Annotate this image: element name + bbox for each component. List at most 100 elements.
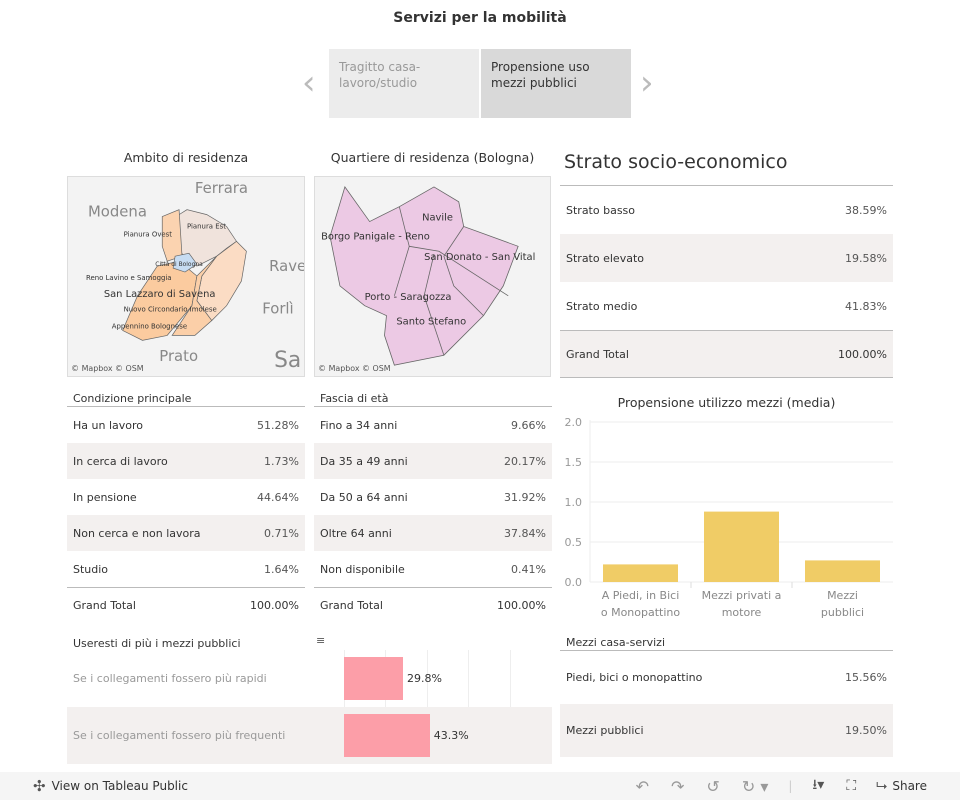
- row-label: In cerca di lavoro: [73, 454, 168, 468]
- row-label: Grand Total: [566, 347, 629, 361]
- download-icon[interactable]: ⭳▾: [812, 777, 825, 793]
- strato-table: Strato basso 38.59% Strato elevato 19.58% …: [560, 185, 893, 378]
- area-label: San Donato - San Vital: [424, 252, 535, 263]
- bar[interactable]: [344, 714, 430, 757]
- row-label: Non disponibile: [320, 562, 405, 576]
- table-row[interactable]: Strato basso 38.59%: [560, 186, 893, 234]
- table-row[interactable]: In cerca di lavoro 1.73%: [67, 443, 305, 479]
- area-label: Città di Bologna: [155, 261, 203, 268]
- row-value: 15.56%: [845, 671, 887, 684]
- prev-arrow-icon[interactable]: ‹: [302, 63, 316, 103]
- divider: |: [788, 779, 793, 793]
- propensione-bar-chart: 0.0 0.5 1.0 1.5 2.0 A Piedi, in Bici o Monopat…: [565, 416, 893, 619]
- table-row[interactable]: Da 35 a 49 anni 20.17%: [314, 443, 552, 479]
- table-row[interactable]: Studio 1.64%: [67, 551, 305, 587]
- row-label: Strato basso: [566, 203, 636, 217]
- row-value: 31.92%: [504, 490, 546, 504]
- redo-icon[interactable]: ↷: [671, 776, 685, 796]
- bar[interactable]: [603, 564, 678, 582]
- undo-icon[interactable]: ↶: [635, 776, 650, 796]
- row-label: Studio: [73, 562, 109, 576]
- map-credits: © Mapbox © OSM: [71, 364, 144, 373]
- area-label: Pianura Ovest: [124, 230, 173, 238]
- nav-tab-tragitto[interactable]: Tragitto casa-lavoro/studio: [329, 49, 479, 118]
- row-value: 41.83%: [845, 299, 887, 313]
- city-label: Prato: [159, 347, 198, 365]
- table-header: Mezzi casa-servizi: [560, 636, 893, 651]
- fullscreen-icon[interactable]: ⛶: [846, 778, 857, 794]
- useresti-header: Useresti di più i mezzi pubblici: [73, 637, 241, 650]
- bar[interactable]: [344, 657, 403, 700]
- row-label: Non cerca e non lavora: [73, 526, 201, 540]
- area-label: Borgo Panigale - Reno: [321, 231, 430, 242]
- category-label: Se i collegamenti fossero più rapidi: [73, 672, 267, 685]
- row-value: 100.00%: [838, 347, 887, 361]
- next-arrow-icon[interactable]: ›: [640, 63, 654, 103]
- map-ambito[interactable]: Ferrara Modena Rave Forlì Prato Sa Pianu…: [67, 176, 305, 377]
- table-row[interactable]: Fino a 34 anni 9.66%: [314, 407, 552, 443]
- area-label: Reno Lavino e Samoggia: [86, 274, 172, 282]
- row-value: 100.00%: [250, 599, 299, 612]
- table-row[interactable]: Strato elevato 19.58%: [560, 234, 893, 282]
- map-quartiere-title: Quartiere di residenza (Bologna): [330, 150, 535, 165]
- x-tick-label: Mezzi pubblici: [821, 589, 864, 619]
- table-row[interactable]: Piedi, bici o monopattino 15.56%: [560, 651, 893, 704]
- table-row[interactable]: Non cerca e non lavora 0.71%: [67, 515, 305, 551]
- bar[interactable]: [805, 560, 880, 582]
- bar[interactable]: [704, 511, 779, 582]
- row-value: 0.41%: [511, 562, 546, 576]
- row-label: Ha un lavoro: [73, 418, 143, 432]
- x-tick-label: A Piedi, in Bici o Monopattino: [601, 589, 681, 619]
- row-label: Da 50 a 64 anni: [320, 490, 408, 504]
- bar-value-label: 43.3%: [433, 729, 469, 742]
- row-value: 51.28%: [257, 418, 299, 432]
- view-on-tableau-link[interactable]: View on Tableau Public: [51, 779, 188, 793]
- map-quartiere[interactable]: Navile Borgo Panigale - Reno San Donato …: [314, 176, 551, 377]
- sort-icon[interactable]: ≡: [316, 634, 326, 647]
- tableau-toolbar: ✣ View on Tableau Public ↶ ↷ ↺ ↻ ▾ | ⭳▾ …: [0, 772, 960, 800]
- eta-table: Fascia di età Fino a 34 anni 9.66% Da 35 a…: [314, 392, 552, 623]
- bar-row[interactable]: [67, 707, 552, 764]
- row-label: Da 35 a 49 anni: [320, 454, 408, 468]
- row-value: 37.84%: [504, 526, 546, 540]
- y-tick-label: 2.0: [565, 416, 583, 429]
- total-row: Grand Total 100.00%: [560, 330, 893, 378]
- strato-title: Strato socio-economico: [564, 151, 788, 173]
- table-row[interactable]: In pensione 44.64%: [67, 479, 305, 515]
- row-value: 38.59%: [845, 203, 887, 217]
- revert-icon[interactable]: ↺: [706, 776, 720, 796]
- city-label: Sa: [274, 348, 301, 373]
- bar-value-label: 29.8%: [407, 672, 442, 685]
- row-label: Strato elevato: [566, 251, 644, 265]
- table-row[interactable]: Ha un lavoro 51.28%: [67, 407, 305, 443]
- row-value: 1.73%: [264, 454, 299, 468]
- table-row[interactable]: Mezzi pubblici 19.50%: [560, 704, 893, 757]
- row-label: Mezzi pubblici: [566, 724, 644, 737]
- area-label: Santo Stefano: [396, 317, 466, 328]
- y-tick-label: 1.5: [565, 456, 583, 469]
- nav-tab-propensione[interactable]: Propensione uso mezzi pubblici: [481, 49, 631, 118]
- city-label: Ferrara: [195, 179, 248, 197]
- row-value: 44.64%: [257, 490, 299, 504]
- total-row: Grand Total 100.00%: [314, 587, 552, 623]
- y-tick-label: 0.5: [565, 536, 583, 549]
- share-button[interactable]: Share: [892, 779, 927, 793]
- table-header: Condizione principale: [67, 392, 305, 407]
- city-label: Modena: [88, 203, 147, 221]
- table-row[interactable]: Da 50 a 64 anni 31.92%: [314, 479, 552, 515]
- refresh-icon[interactable]: ↻ ▾: [741, 776, 769, 796]
- share-icon[interactable]: ⮡: [876, 778, 888, 794]
- area-label: Nuovo Circondario Imolese: [124, 306, 217, 314]
- table-row[interactable]: Strato medio 41.83%: [560, 282, 893, 330]
- row-value: 20.17%: [504, 454, 546, 468]
- row-value: 9.66%: [511, 418, 546, 432]
- tableau-logo-icon: ✣: [33, 777, 46, 795]
- row-label: Grand Total: [320, 599, 383, 612]
- y-tick-label: 0.0: [565, 576, 583, 589]
- row-label: Fino a 34 anni: [320, 418, 398, 432]
- table-row[interactable]: Non disponibile 0.41%: [314, 551, 552, 587]
- total-row: Grand Total 100.00%: [67, 587, 305, 623]
- city-label: Forlì: [262, 300, 293, 318]
- mezzi-servizi-table: Mezzi casa-servizi Piedi, bici o monopat…: [560, 636, 893, 757]
- table-row[interactable]: Oltre 64 anni 37.84%: [314, 515, 552, 551]
